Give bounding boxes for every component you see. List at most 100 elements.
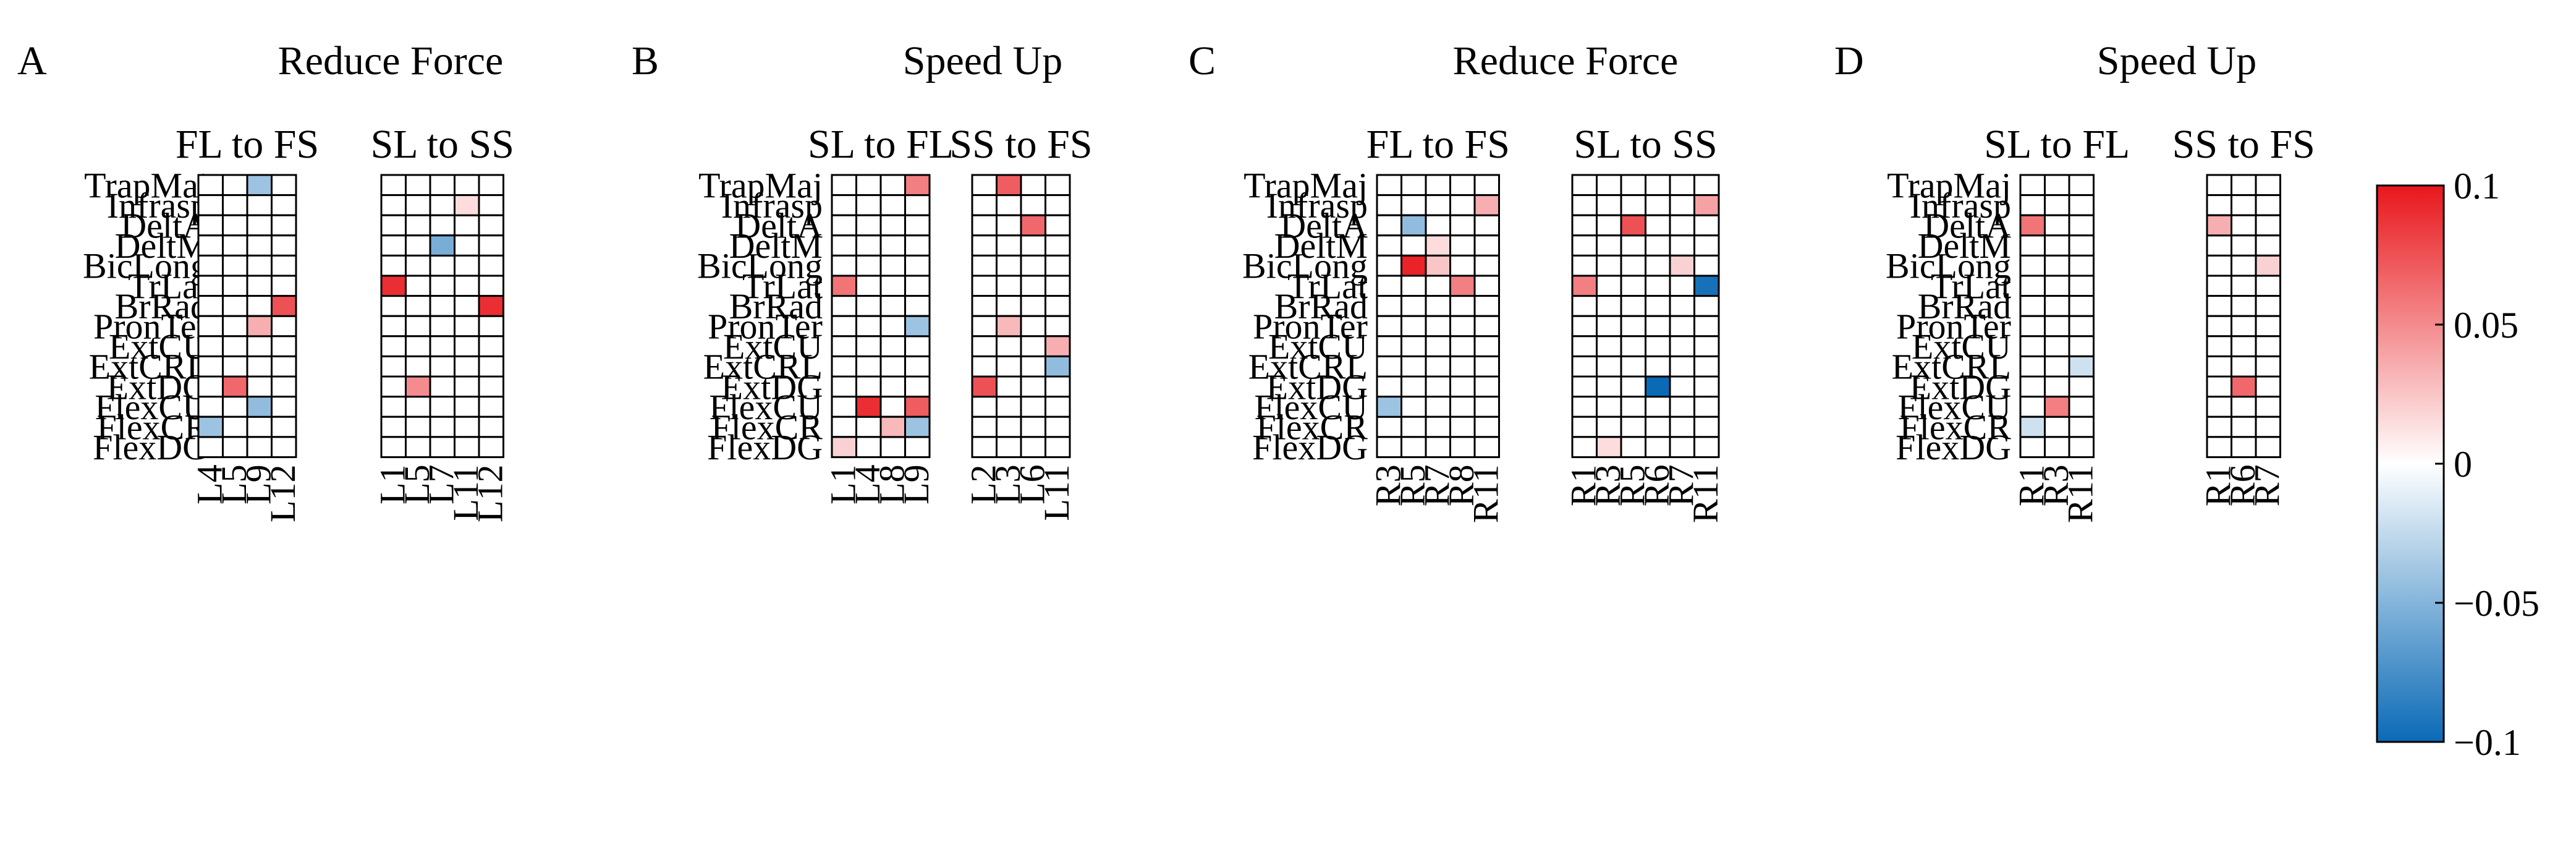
muscle-label: FlexCR	[1900, 407, 2012, 448]
heatmap-cell	[1449, 214, 1476, 237]
heatmap-cell	[2019, 335, 2046, 357]
column-label: R6	[2222, 464, 2263, 506]
heatmap-cell	[2019, 174, 2046, 197]
heatmap-cell	[2231, 415, 2257, 438]
heatmap-cell	[2068, 214, 2095, 237]
heatmap-cell	[2231, 335, 2257, 357]
heatmap-cell	[1645, 234, 1671, 257]
heatmap-cell	[2068, 275, 2095, 297]
heatmap-cell	[971, 214, 998, 237]
heatmap-cell	[1693, 355, 1720, 378]
heatmap-cell	[2206, 275, 2232, 297]
heatmap-cell	[246, 335, 273, 357]
heatmap-value-cell	[478, 295, 504, 317]
heatmap-cell	[246, 194, 273, 216]
heatmap-cell	[222, 335, 248, 357]
heatmap-cell	[2044, 355, 2070, 378]
heatmap-cell	[2019, 375, 2046, 398]
heatmap-cell	[1571, 174, 1598, 197]
heatmap-cell	[197, 315, 224, 338]
heatmap-cell	[1571, 295, 1598, 317]
heatmap-cell	[855, 375, 882, 398]
heatmap-value-cell	[1400, 254, 1427, 277]
heatmap-cell	[2206, 174, 2232, 197]
heatmap-cell	[1044, 254, 1071, 277]
heatmap-value-cell	[1473, 194, 1500, 216]
heatmap-cell	[1400, 335, 1427, 357]
heatmap-cell	[831, 335, 857, 357]
colorbar-tick-label: 0	[2454, 444, 2472, 485]
heatmap-cell	[1020, 375, 1046, 398]
heatmap-value-cell	[996, 174, 1022, 197]
heatmap-cell	[971, 234, 998, 257]
heatmap-cell	[1044, 375, 1071, 398]
heatmap-cell	[2206, 295, 2232, 317]
muscle-label: PronTer	[93, 307, 208, 347]
muscle-label: BicLong	[1886, 246, 2011, 286]
heatmap-cell	[1693, 214, 1720, 237]
panel-title: Reduce Force	[278, 38, 504, 83]
heatmap-cell	[2019, 396, 2046, 418]
heatmap-cell	[1020, 174, 1046, 197]
panel-title: Speed Up	[2097, 38, 2256, 83]
heatmap-cell	[1044, 214, 1071, 237]
heatmap-value-cell	[197, 415, 224, 438]
heatmap-cell	[1449, 415, 1476, 438]
heatmap-cell	[855, 355, 882, 378]
heatmap-cell	[879, 295, 906, 317]
heatmap-cell	[1620, 275, 1646, 297]
heatmap-cell	[2231, 396, 2257, 418]
muscle-label: FlexCR	[1256, 407, 1368, 448]
heatmap-cell	[454, 375, 480, 398]
heatmap-cell	[1449, 355, 1476, 378]
heatmap-cell	[971, 275, 998, 297]
muscle-label: ExtCRL	[1248, 347, 1368, 387]
heatmap-cell	[197, 335, 224, 357]
heatmap-cell	[2206, 375, 2232, 398]
heatmap-cell	[2044, 415, 2070, 438]
heatmap-cell	[1596, 315, 1622, 338]
heatmap-cell	[971, 355, 998, 378]
heatmap-cell	[1425, 436, 1451, 458]
heatmap-cell	[1400, 275, 1427, 297]
heatmap-cell	[2019, 436, 2046, 458]
heatmap-cell	[855, 254, 882, 277]
heatmap-cell	[2019, 355, 2046, 378]
column-label: L11	[1036, 464, 1077, 521]
heatmap-cell	[996, 415, 1022, 438]
heatmap-cell	[1596, 254, 1622, 277]
heatmap-cell	[2068, 335, 2095, 357]
heatmap-value-cell	[831, 275, 857, 297]
heatmap-cell	[2019, 295, 2046, 317]
heatmap-cell	[1571, 234, 1598, 257]
muscle-label: DeltA	[1280, 206, 1368, 246]
heatmap-cell	[904, 194, 931, 216]
heatmap-cell	[1620, 295, 1646, 317]
heatmap-cell	[405, 174, 431, 197]
heatmap-cell	[1044, 194, 1071, 216]
heatmap-cell	[380, 295, 407, 317]
muscle-label: FlexCR	[711, 407, 823, 448]
heatmap-value-cell	[246, 174, 273, 197]
heatmap-cell	[1645, 194, 1671, 216]
heatmap-cell	[2019, 194, 2046, 216]
heatmap-cell	[454, 335, 480, 357]
muscle-label: TrLat	[128, 266, 208, 306]
heatmap-cell	[478, 315, 504, 338]
heatmap-cell	[1020, 415, 1046, 438]
heatmap-value-cell	[2231, 375, 2257, 398]
heatmap-cell	[222, 295, 248, 317]
heatmap-value-cell	[454, 194, 480, 216]
heatmap-cell	[1376, 375, 1402, 398]
heatmap-cell	[405, 355, 431, 378]
heatmap-cell	[1596, 295, 1622, 317]
heatmap-cell	[1645, 335, 1671, 357]
column-label: L9	[896, 464, 936, 504]
heatmap-cell	[1669, 355, 1695, 378]
muscle-label: TrapMaj	[1244, 165, 1368, 205]
column-label: R1	[2012, 464, 2052, 506]
heatmap-cell	[2044, 234, 2070, 257]
heatmap-cell	[1400, 295, 1427, 317]
heatmap-cell	[246, 415, 273, 438]
heatmap-value-cell	[2044, 396, 2070, 418]
